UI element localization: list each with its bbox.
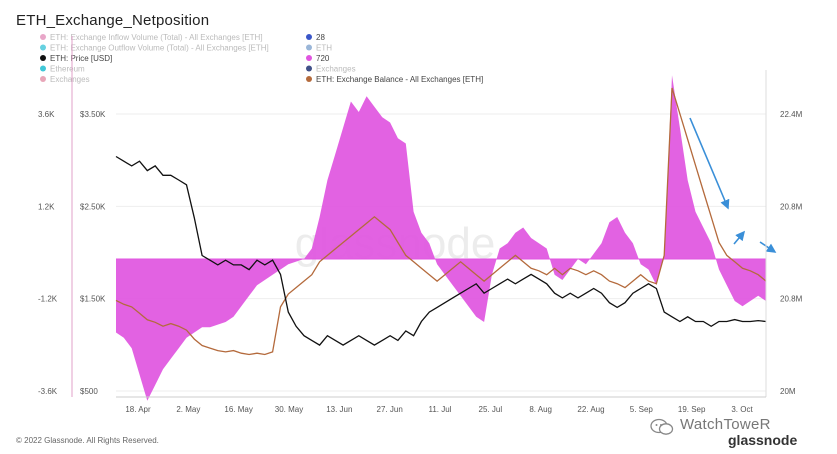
- watchtower-watermark: WatchToweR glassnode: [640, 414, 830, 448]
- annotation-arrow-0: [689, 117, 730, 210]
- legend-label-0-1: ETH: Exchange Outflow Volume (Total) - A…: [50, 44, 269, 53]
- y-right-tick-2: 20.8M: [780, 295, 803, 304]
- annotations: [689, 117, 777, 253]
- annotation-arrow-2: [759, 241, 777, 253]
- y-left-price-tick-2: $1.50K: [80, 295, 106, 304]
- series-720-area: [116, 75, 766, 401]
- x-tick-1: 2. May: [176, 405, 200, 414]
- line-exchange-balance: [115, 87, 767, 356]
- legend: ETH: Exchange Inflow Volume (Total) - Al…: [40, 33, 483, 84]
- legend-marker-0-0: [40, 34, 46, 40]
- y-left-price-tick-3: $500: [80, 387, 98, 396]
- legend-marker-0-4: [40, 76, 46, 82]
- legend-label-1-1: ETH: [316, 44, 332, 53]
- y-left-flow-tick-3: -3.6K: [38, 387, 58, 396]
- y-left-flow-tick-0: 3.6K: [38, 110, 55, 119]
- x-tick-8: 8. Aug: [529, 405, 552, 414]
- legend-label-1-3: Exchanges: [316, 65, 356, 74]
- watermark-text: WatchToweR: [680, 416, 771, 433]
- wechat-icon: [650, 418, 674, 435]
- y-right-tick-1: 20.8M: [780, 202, 803, 211]
- legend-label-0-4: Exchanges: [50, 75, 90, 84]
- y-right-tick-3: 20M: [780, 387, 796, 396]
- legend-marker-1-4: [306, 76, 312, 82]
- legend-marker-0-2: [40, 55, 46, 61]
- legend-label-0-3: Ethereum: [50, 65, 85, 74]
- legend-marker-0-1: [40, 44, 46, 51]
- brand-logo-text: glassnode: [728, 432, 798, 448]
- copyright-footer: © 2022 Glassnode. All Rights Reserved.: [16, 436, 159, 445]
- x-tick-11: 19. Sep: [678, 405, 706, 414]
- x-tick-7: 25. Jul: [479, 405, 503, 414]
- x-tick-3: 30. May: [275, 405, 303, 414]
- legend-marker-0-3: [40, 65, 46, 72]
- x-tick-10: 5. Sep: [630, 405, 654, 414]
- legend-label-0-0: ETH: Exchange Inflow Volume (Total) - Al…: [50, 33, 263, 42]
- x-tick-9: 22. Aug: [577, 405, 604, 414]
- legend-marker-1-0: [306, 34, 312, 40]
- annotation-arrow-1: [733, 230, 746, 245]
- x-tick-12: 3. Oct: [731, 405, 753, 414]
- legend-label-1-4: ETH: Exchange Balance - All Exchanges [E…: [316, 75, 483, 84]
- legend-marker-1-1: [306, 44, 312, 51]
- y-left-price-tick-1: $2.50K: [80, 202, 106, 211]
- x-tick-0: 18. Apr: [125, 405, 151, 414]
- x-tick-6: 11. Jul: [429, 405, 452, 414]
- axes: 3.6K $3.50K 22.4M 1.2K $2.50K 20.8M -1.2K $1.50…: [38, 36, 803, 414]
- series-eth-price: [115, 155, 767, 346]
- y-left-flow-tick-1: 1.2K: [38, 202, 55, 211]
- y-left-flow-tick-2: -1.2K: [38, 295, 58, 304]
- legend-label-1-0: 28: [316, 33, 325, 42]
- series-exchange-balance: [115, 87, 767, 356]
- x-tick-2: 16. May: [224, 405, 252, 414]
- line-eth-price: [115, 155, 767, 346]
- legend-label-1-2: 720: [316, 54, 330, 63]
- y-right-tick-0: 22.4M: [780, 110, 803, 119]
- legend-marker-1-3: [306, 65, 312, 72]
- legend-marker-1-2: [306, 55, 312, 61]
- x-tick-4: 13. Jun: [326, 405, 352, 414]
- page-title: ETH_Exchange_Netposition: [16, 12, 210, 29]
- x-tick-5: 27. Jun: [377, 405, 403, 414]
- y-left-price-tick-0: $3.50K: [80, 110, 106, 119]
- legend-label-0-2: ETH: Price [USD]: [50, 54, 112, 63]
